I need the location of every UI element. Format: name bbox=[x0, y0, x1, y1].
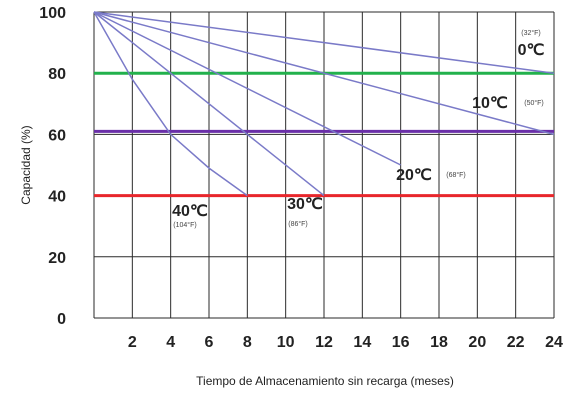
series-line bbox=[93, 11, 402, 166]
y-tick-label: 40 bbox=[48, 189, 66, 206]
series-line bbox=[93, 11, 248, 197]
series-label: 20℃ bbox=[396, 167, 432, 184]
series-sublabel: (68°F) bbox=[446, 171, 466, 179]
series-line bbox=[93, 11, 325, 197]
y-tick-labels: 0 20 40 60 80 100 bbox=[39, 5, 66, 328]
y-axis-label: Capacidad (%) bbox=[19, 125, 33, 204]
y-tick-label: 20 bbox=[48, 250, 66, 267]
x-tick-label: 14 bbox=[353, 334, 371, 351]
grid bbox=[93, 11, 555, 319]
x-tick-label: 10 bbox=[277, 334, 295, 351]
x-tick-labels: 2 4 6 8 10 12 14 16 18 20 22 24 bbox=[128, 334, 563, 351]
series-sublabel: (32°F) bbox=[521, 29, 541, 37]
x-tick-label: 8 bbox=[243, 334, 252, 351]
x-tick-label: 6 bbox=[205, 334, 214, 351]
x-tick-label: 2 bbox=[128, 334, 137, 351]
series-line bbox=[93, 11, 555, 136]
y-tick-label: 80 bbox=[48, 66, 66, 83]
x-tick-label: 18 bbox=[430, 334, 448, 351]
x-tick-label: 20 bbox=[468, 334, 486, 351]
series-annotations: 0℃ (32°F) 10℃ (50°F) 20℃ (68°F) 30℃ (86°F) 40℃(1… bbox=[172, 29, 544, 229]
series-lines bbox=[93, 11, 555, 197]
y-tick-label: 0 bbox=[57, 311, 66, 328]
series-label: 0℃ bbox=[518, 42, 545, 59]
x-tick-label: 24 bbox=[545, 334, 563, 351]
series-label: 30℃ bbox=[287, 196, 323, 213]
series-label: 40℃ bbox=[172, 203, 208, 220]
y-tick-label: 100 bbox=[39, 5, 66, 22]
x-tick-label: 22 bbox=[507, 334, 525, 351]
x-axis-label: Tiempo de Almacenamiento sin recarga (me… bbox=[196, 374, 454, 388]
series-sublabel: (104°F) bbox=[173, 221, 196, 229]
x-tick-label: 4 bbox=[166, 334, 175, 351]
x-tick-label: 16 bbox=[392, 334, 410, 351]
series-sublabel: (86°F) bbox=[288, 220, 308, 228]
y-tick-label: 60 bbox=[48, 127, 66, 144]
x-tick-label: 12 bbox=[315, 334, 333, 351]
series-label: 10℃ bbox=[472, 95, 508, 112]
series-sublabel: (50°F) bbox=[524, 99, 544, 107]
series-line bbox=[93, 11, 555, 74]
